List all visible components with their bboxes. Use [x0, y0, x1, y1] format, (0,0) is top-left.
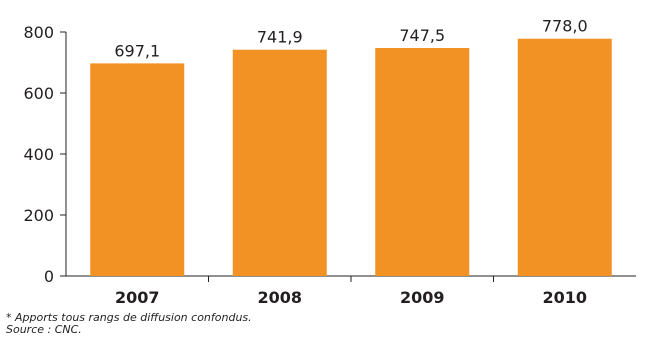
y-tick-label: 0	[44, 267, 54, 286]
data-label-2007: 697,1	[114, 41, 160, 60]
category-label-2010: 2010	[542, 288, 587, 307]
bar-2009	[375, 48, 470, 277]
y-tick-label: 400	[23, 145, 54, 164]
bars	[90, 38, 612, 277]
data-label-2009: 747,5	[399, 26, 445, 45]
category-labels: 2007 2008 2009 2010	[115, 288, 587, 307]
footnote: * Apports tous rangs de diffusion confon…	[6, 311, 252, 324]
data-labels: 697,1 741,9 747,5 778,0	[114, 17, 587, 61]
category-label-2008: 2008	[257, 288, 302, 307]
data-label-2008: 741,9	[257, 28, 303, 47]
x-axis-ticks	[208, 276, 494, 282]
source-note: Source : CNC.	[6, 323, 82, 336]
bar-2008	[232, 49, 327, 276]
category-label-2007: 2007	[115, 288, 160, 307]
bar-2010	[517, 38, 612, 277]
y-tick-label: 800	[23, 23, 54, 42]
chart-notes: * Apports tous rangs de diffusion confon…	[6, 312, 252, 336]
category-label-2009: 2009	[400, 288, 445, 307]
y-axis-ticks: 0 200 400 600 800	[23, 23, 66, 286]
y-tick-label: 600	[23, 84, 54, 103]
data-label-2010: 778,0	[542, 17, 588, 36]
bar-2007	[90, 63, 185, 277]
y-tick-label: 200	[23, 206, 54, 225]
